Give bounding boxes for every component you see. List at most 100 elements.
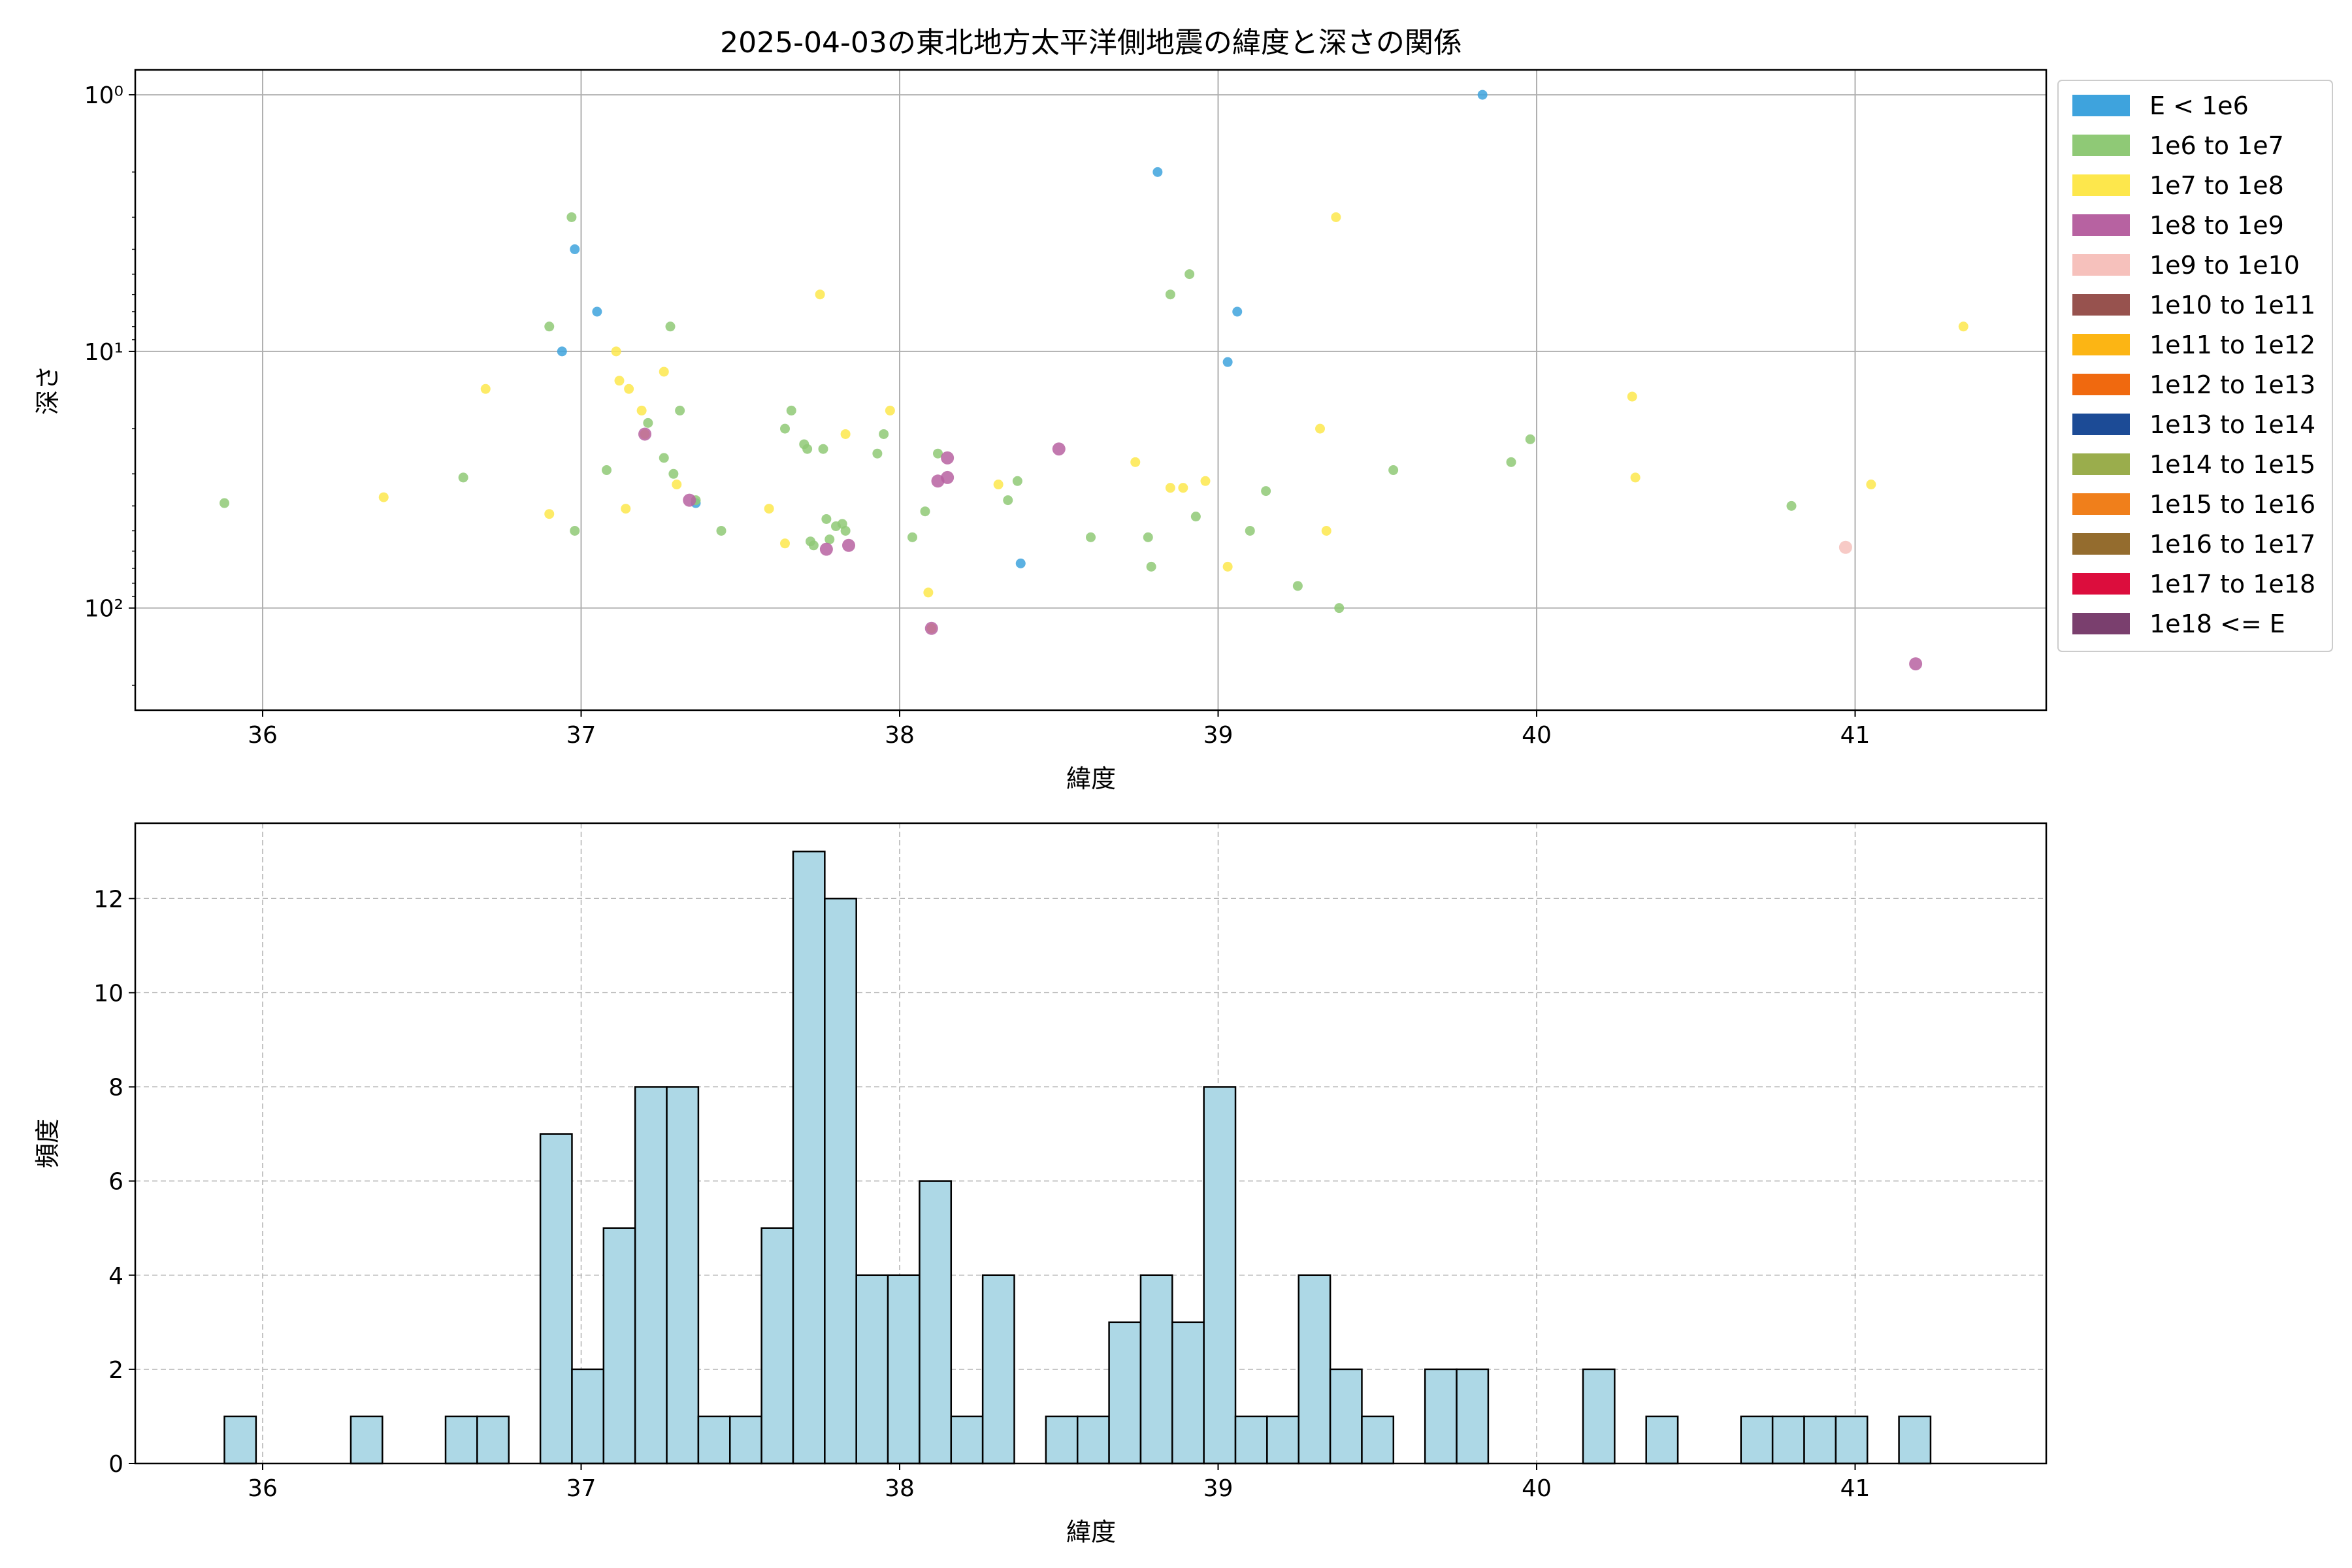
legend-swatch — [2072, 174, 2130, 196]
scatter-point — [1232, 306, 1243, 317]
scatter-point — [1146, 561, 1156, 572]
scatter-point — [1866, 480, 1876, 490]
legend-swatch — [2072, 493, 2130, 515]
scatter-point — [1838, 540, 1852, 554]
scatter-point — [1477, 90, 1488, 100]
histogram-bar — [1582, 1368, 1616, 1465]
scatter-point — [1178, 483, 1188, 493]
legend-swatch — [2072, 533, 2130, 555]
legend-entry-label: 1e16 to 1e17 — [2149, 530, 2315, 559]
scatter-point — [458, 472, 468, 483]
scatter-point — [920, 506, 930, 517]
scatter-x-tick-label: 36 — [248, 722, 278, 749]
scatter-point — [1190, 512, 1201, 522]
scatter-point — [611, 346, 621, 357]
scatter-point — [570, 525, 580, 536]
histogram-y-tick-label: 6 — [108, 1169, 123, 1196]
scatter-point — [683, 493, 696, 507]
scatter-point — [624, 384, 634, 394]
histogram-bar — [1171, 1321, 1205, 1465]
histogram-bar — [1803, 1415, 1837, 1465]
legend-box — [2057, 80, 2333, 652]
scatter-point — [815, 289, 825, 300]
histogram-bar — [729, 1415, 762, 1465]
histogram-bar — [1203, 1086, 1237, 1465]
scatter-point — [840, 525, 851, 536]
histogram-bar — [1645, 1415, 1679, 1465]
histogram-bar — [760, 1227, 794, 1465]
legend-entry-label: 1e9 to 1e10 — [2149, 251, 2300, 280]
legend-entry-label: 1e8 to 1e9 — [2149, 211, 2284, 240]
histogram-bar — [666, 1086, 700, 1465]
legend-swatch — [2072, 135, 2130, 156]
legend-swatch — [2072, 214, 2130, 236]
scatter-point — [780, 538, 790, 549]
scatter-y-tick-label: 10⁰ — [84, 82, 123, 109]
histogram-bar — [697, 1415, 731, 1465]
scatter-point — [668, 468, 679, 479]
scatter-point — [614, 376, 625, 386]
scatter-point — [872, 448, 883, 459]
scatter-point — [1786, 500, 1797, 511]
histogram-y-tick-label: 10 — [93, 980, 123, 1007]
scatter-point — [885, 405, 895, 416]
scatter-point — [808, 540, 819, 551]
scatter-point — [1958, 321, 1968, 332]
scatter-point — [1909, 657, 1923, 671]
scatter-point — [716, 525, 727, 536]
scatter-point — [665, 321, 676, 332]
scatter-point — [638, 427, 651, 441]
histogram-x-tick-label: 37 — [566, 1475, 596, 1502]
scatter-point — [659, 367, 669, 377]
scatter-point — [1627, 391, 1637, 402]
scatter-point — [907, 532, 917, 542]
scatter-point — [557, 346, 567, 357]
scatter-point — [1015, 558, 1026, 568]
histogram-bar — [887, 1274, 921, 1465]
histogram-bar — [792, 850, 826, 1465]
scatter-point — [802, 444, 813, 454]
histogram-bars — [223, 850, 1932, 1465]
legend-swatch — [2072, 613, 2130, 634]
scatter-point — [1165, 483, 1175, 493]
histogram-bar — [950, 1415, 984, 1465]
histogram-bar — [476, 1415, 510, 1465]
histogram-bar — [1898, 1415, 1932, 1465]
legend-swatch — [2072, 414, 2130, 435]
scatter-point — [220, 498, 229, 508]
scatter-panel: 2025-04-03の東北地方太平洋側地震の緯度と深さの関係 36 37 38 39 4… — [33, 26, 2333, 793]
histogram-bar — [824, 898, 857, 1465]
legend-swatch — [2072, 254, 2130, 276]
scatter-x-axis-label: 緯度 — [1066, 764, 1116, 793]
scatter-point — [993, 480, 1004, 490]
histogram-x-tick-label: 38 — [885, 1475, 915, 1502]
scatter-point — [1143, 532, 1153, 542]
histogram-bar — [571, 1368, 605, 1465]
scatter-ticks: 36 37 38 39 40 41 10⁰ 10¹ 10² — [84, 82, 1870, 749]
histogram-panel: 36 37 38 39 40 41 0 2 4 6 8 10 12 緯度 頻度 — [33, 822, 2048, 1546]
scatter-point — [879, 429, 889, 439]
scatter-point — [764, 504, 774, 514]
scatter-point — [933, 448, 943, 459]
histogram-bar — [1298, 1274, 1331, 1465]
scatter-point — [840, 429, 851, 439]
scatter-point — [480, 384, 491, 394]
histogram-y-tick-label: 0 — [108, 1451, 123, 1478]
scatter-point — [1292, 581, 1303, 591]
scatter-point — [1630, 472, 1641, 483]
histogram-bar — [981, 1274, 1015, 1465]
scatter-point — [842, 538, 855, 552]
histogram-grid — [135, 823, 2046, 1464]
scatter-y-tick-label: 10² — [84, 596, 123, 623]
scatter-point — [1261, 486, 1271, 497]
scatter-point — [1388, 465, 1399, 476]
histogram-bar — [1076, 1415, 1110, 1465]
scatter-point — [675, 405, 685, 416]
histogram-bar — [1424, 1368, 1458, 1465]
histogram-y-axis-label: 頻度 — [33, 1119, 62, 1168]
scatter-x-tick-label: 40 — [1522, 722, 1552, 749]
scatter-point — [621, 504, 631, 514]
scatter-point — [1003, 495, 1013, 506]
histogram-bar — [350, 1415, 384, 1465]
